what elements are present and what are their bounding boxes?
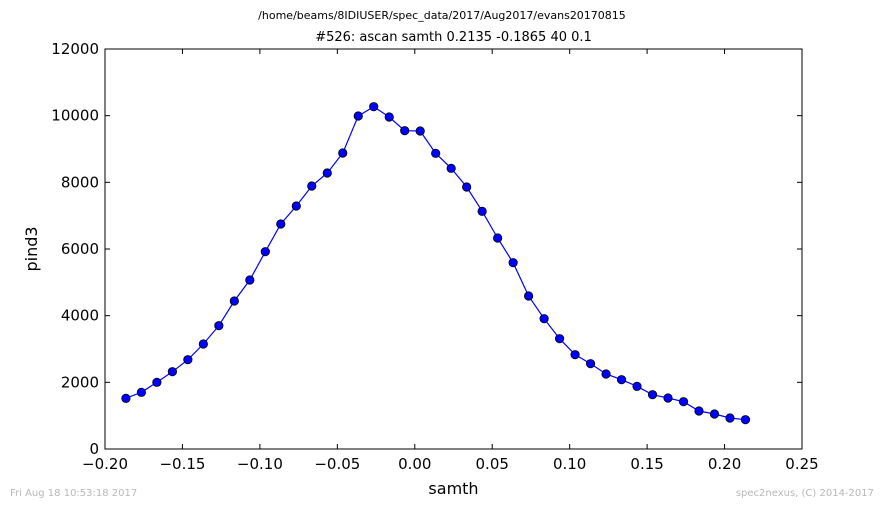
x-tick-label: 0.10 [553,455,586,473]
plot-area [104,48,803,450]
data-point [152,377,162,387]
data-point [554,334,565,344]
x-tick-label: −0.20 [82,455,128,473]
data-point [384,112,394,122]
data-point [307,181,317,191]
figure-suptitle: /home/beams/8IDIUSER/spec_data/2017/Aug2… [258,9,626,22]
data-point [524,291,534,301]
data-point [694,406,704,416]
data-point [214,321,224,331]
data-point [415,126,425,136]
data-point [462,182,472,192]
x-tick-label: 0.00 [398,455,431,473]
data-point [229,296,239,306]
x-tick-label: −0.10 [237,455,283,473]
x-tick-label: −0.15 [159,455,205,473]
data-point [616,375,627,385]
data-point [400,126,410,136]
data-point [663,393,673,403]
data-point [291,201,301,211]
data-point [245,275,255,285]
y-tick-label: 6000 [61,240,99,258]
x-tick-label: 0.20 [708,455,741,473]
y-tick-label: 10000 [51,107,99,125]
y-axis-label: pind3 [22,226,41,271]
y-tick-label: 8000 [61,173,99,191]
data-point [570,350,580,360]
data-point [121,393,131,403]
data-point [167,367,177,377]
data-point [446,163,456,173]
data-point [276,219,286,229]
y-tick-label: 4000 [61,307,99,325]
data-point [431,148,441,158]
x-tick-label: 0.05 [476,455,509,473]
data-point [647,390,658,400]
data-point [740,415,751,425]
chart-title: #526: ascan samth 0.2135 -0.1865 40 0.1 [315,30,592,45]
data-point [725,413,735,423]
y-tick-label: 0 [89,440,99,458]
data-point [353,111,363,121]
data-point [136,387,146,397]
data-point [601,369,611,379]
footer-credit: spec2nexus, (C) 2014-2017 [735,488,874,499]
data-point [632,381,642,391]
y-tick-label: 2000 [61,373,99,391]
x-tick-label: 0.15 [630,455,663,473]
data-point [493,233,503,243]
data-point [338,148,348,158]
data-point [260,247,270,257]
data-point [678,397,689,407]
data-point [539,314,549,324]
x-axis-label: samth [428,479,478,498]
data-point [508,258,518,268]
x-tick-label: 0.25 [785,455,818,473]
y-tick-label: 12000 [51,40,99,58]
data-point [198,339,208,349]
data-point [585,359,596,369]
footer-timestamp: Fri Aug 18 10:53:18 2017 [10,488,138,499]
data-point [477,206,487,216]
data-point [369,102,379,112]
data-point [322,168,332,178]
x-tick-label: −0.05 [314,455,360,473]
data-point [709,409,720,419]
data-point [183,355,193,365]
